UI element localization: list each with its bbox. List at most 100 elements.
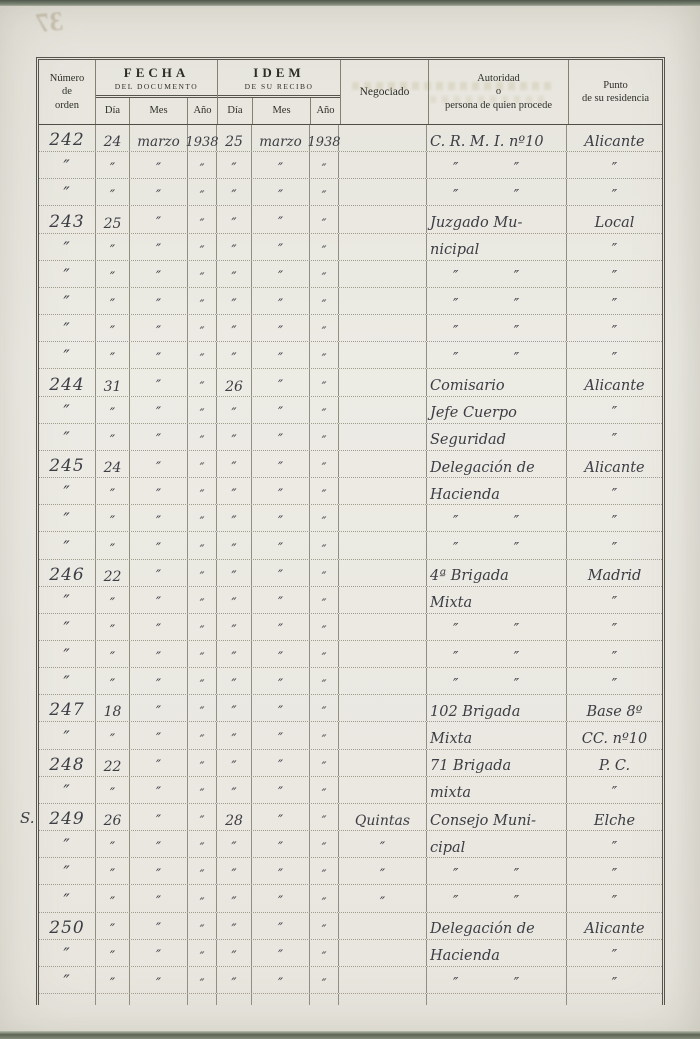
cell-mes: ″ — [130, 668, 188, 695]
cell-ano: ″ — [188, 342, 217, 369]
cell-dia2: ″ — [217, 152, 252, 179]
cell-pun: ″ — [611, 622, 618, 639]
cell-dia: ″ — [96, 287, 130, 315]
cell-dia2: ″ — [217, 478, 252, 505]
cell-mes: ″ — [130, 342, 188, 369]
cell-dia: ″ — [96, 478, 130, 505]
idem-subcolumns: Día Mes Año — [218, 98, 340, 124]
cell-ano: ″ — [188, 695, 217, 722]
fecha-subtitle: DEL DOCUMENTO — [114, 81, 199, 91]
col-header-ano-recibo: Año — [316, 105, 335, 117]
cell-aut: Mixta — [427, 586, 567, 613]
cell-neg — [339, 695, 427, 722]
table-row: ″ ″ ″ ″ ″ ″ ″ ″ ″ ″ — [39, 640, 662, 669]
cell-aut: ″ ″ — [427, 885, 567, 912]
cell-ano2: ″ — [310, 939, 339, 966]
cell-neg — [339, 152, 427, 179]
cell-mes2: ″ — [252, 613, 310, 640]
cell-pun: ″ — [611, 975, 618, 992]
cell-ano2: ″ — [310, 803, 339, 831]
table-row: ″ ″ ″ ″ ″ ″ ″ ″ ″ ″ — [39, 315, 662, 343]
cell-mes: ″ — [130, 315, 188, 342]
table-row: 247 18 ″ ″ ″ ″ ″ 102 Brigada Base 8º — [39, 695, 662, 723]
cell-neg — [339, 966, 427, 993]
cell-dia: ″ — [96, 939, 130, 966]
cell-mes2: ″ — [252, 749, 310, 776]
cell-ano2: ″ — [310, 342, 339, 369]
cell-dia: ″ — [96, 396, 130, 423]
cell-ano2: ″ — [310, 559, 339, 586]
cell-pun: ″ — [611, 269, 618, 286]
cell-pun: ″ — [611, 513, 618, 530]
cell-neg — [339, 505, 427, 532]
cell-ano2: ″ — [310, 532, 339, 559]
cell-aut: Hacienda — [427, 939, 567, 966]
cell-mes: ″ — [130, 803, 188, 831]
cell-dia2: ″ — [217, 966, 252, 993]
cell-ano: ″ — [188, 450, 217, 478]
cell-ano: ″ — [188, 640, 217, 668]
cell-aut: ″ ″ — [427, 668, 567, 695]
cell-num: ″ — [39, 260, 96, 287]
cell-mes: ″ — [130, 423, 188, 450]
cell-num: 246 — [39, 559, 96, 586]
cell-dia: ″ — [96, 423, 130, 450]
cell-pun: ″ — [611, 432, 618, 449]
col-header-mes-doc: Mes — [130, 98, 188, 124]
cell-ano2: ″ — [310, 586, 339, 613]
cell-num: 249 — [39, 803, 96, 831]
ledger-table-inner: Número de orden FECHA DEL DOCUMENTO Día … — [20, 59, 663, 1005]
cell-pun: Elche — [593, 812, 636, 829]
cell-neg — [339, 749, 427, 776]
cell-ano: ″ — [188, 966, 217, 993]
col-header-mes-recibo: Mes — [253, 98, 311, 124]
cell-pun: P. C. — [598, 758, 631, 775]
cell-mes2: ″ — [252, 803, 310, 831]
cell-mes: ″ — [130, 450, 188, 478]
cell-num: ″ — [39, 532, 96, 559]
cell-num: ″ — [39, 287, 96, 315]
cell-num: ″ — [39, 885, 96, 912]
cell-pun — [567, 994, 662, 1005]
cell-mes: marzo — [130, 125, 188, 152]
cell-aut: Comisario — [427, 369, 567, 396]
ledger-body: 242 24 marzo 1938 25 marzo 1938 C. R. M. I. nº1… — [20, 125, 662, 1005]
cell-neg — [339, 287, 427, 315]
cell-num: ″ — [39, 722, 96, 749]
cell-ano: ″ — [188, 776, 217, 803]
cell-dia: ″ — [96, 505, 130, 532]
cell-neg — [339, 994, 427, 1005]
cell-ano2: ″ — [310, 396, 339, 423]
cell-neg — [339, 423, 427, 450]
cell-aut: ″ ″ — [427, 315, 567, 342]
cell-pun: ″ — [611, 405, 618, 422]
cell-dia: ″ — [96, 179, 130, 206]
cell-neg — [339, 912, 427, 939]
cell-num: ″ — [39, 939, 96, 966]
cell-aut: cipal — [427, 831, 567, 858]
table-row: ″ ″ ″ ″ ″ ″ ″ ″ ″ ″ — [39, 613, 662, 641]
cell-num: 242 — [39, 125, 96, 152]
cell-ano: ″ — [188, 939, 217, 966]
cell-neg — [339, 559, 427, 586]
cell-dia: ″ — [96, 722, 130, 749]
cell-ano: ″ — [188, 668, 217, 695]
cell-ano2: ″ — [310, 315, 339, 342]
table-row: ″ ″ ″ ″ ″ ″ ″ Jefe Cuerpo ″ — [39, 396, 662, 424]
cell-aut: ″ ″ — [427, 260, 567, 287]
table-row: ″ ″ ″ ″ ″ ″ ″ ″ ″ ″ — [39, 342, 662, 370]
cell-dia: 22 — [96, 559, 130, 586]
cell-aut: 4ª Brigada — [427, 559, 567, 586]
idem-title: IDEM — [253, 64, 305, 80]
cell-ano: ″ — [188, 315, 217, 342]
cell-dia2: ″ — [217, 858, 252, 885]
cell-mes: ″ — [130, 640, 188, 668]
cell-aut: mixta — [427, 776, 567, 803]
cell-mes2: ″ — [252, 776, 310, 803]
cell-mes: ″ — [130, 885, 188, 912]
table-row: ″ ″ ″ ″ ″ ″ ″ ″ ″ ″ — [39, 505, 662, 533]
cell-ano: ″ — [188, 233, 217, 260]
cell-neg — [339, 450, 427, 478]
table-row: 245 24 ″ ″ ″ ″ ″ Delegación de Alicante — [39, 450, 662, 479]
cell-mes2: ″ — [252, 450, 310, 478]
